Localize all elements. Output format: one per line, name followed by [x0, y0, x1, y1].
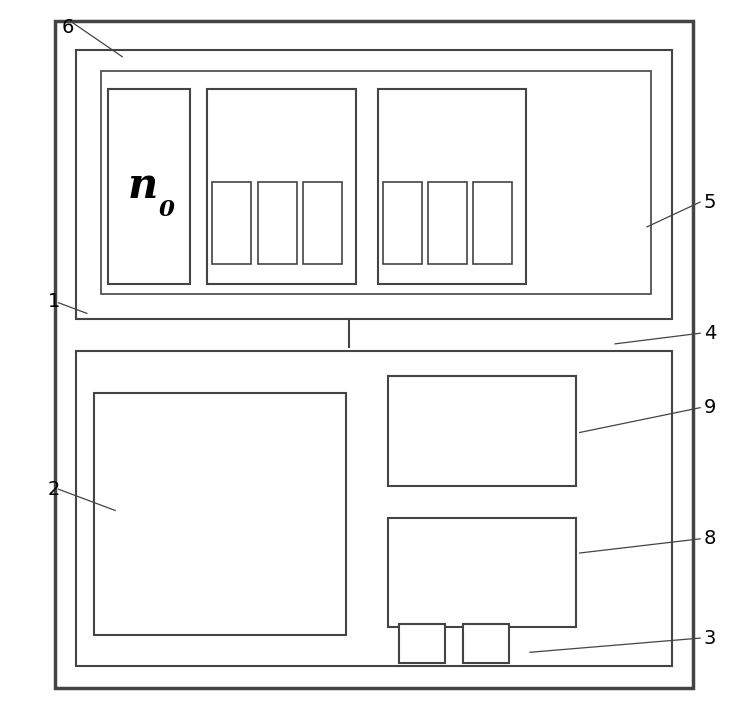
Text: 3: 3: [704, 629, 716, 647]
Text: 2: 2: [48, 480, 61, 498]
Bar: [76, 351, 672, 666]
Bar: [382, 182, 422, 264]
Bar: [399, 624, 445, 663]
Bar: [303, 182, 342, 264]
Text: 9: 9: [704, 398, 716, 417]
Bar: [473, 182, 512, 264]
Bar: [212, 182, 251, 264]
Text: 4: 4: [704, 324, 716, 342]
Bar: [207, 89, 356, 284]
Bar: [108, 89, 190, 284]
Bar: [388, 518, 576, 627]
Text: 8: 8: [704, 530, 716, 548]
Text: n: n: [127, 165, 158, 207]
Text: 0: 0: [159, 199, 175, 220]
Bar: [378, 89, 527, 284]
Text: 5: 5: [704, 193, 716, 211]
Bar: [258, 182, 297, 264]
Bar: [94, 393, 346, 635]
Text: 6: 6: [62, 18, 74, 37]
Bar: [462, 624, 509, 663]
Bar: [101, 71, 651, 294]
Bar: [76, 50, 672, 319]
Bar: [428, 182, 467, 264]
Bar: [388, 376, 576, 486]
Text: 1: 1: [48, 292, 61, 311]
